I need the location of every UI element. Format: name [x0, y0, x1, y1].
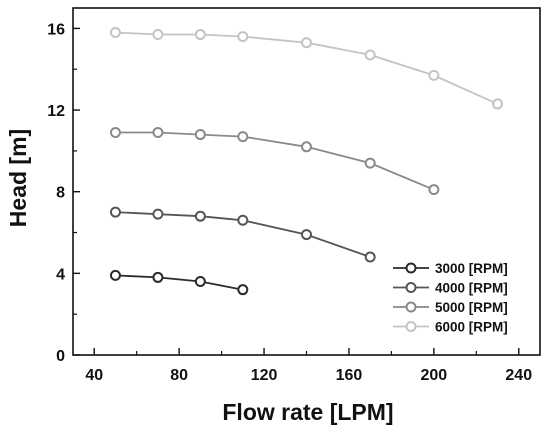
data-point-4000-70 [152, 208, 164, 220]
data-point-5000-110 [237, 131, 249, 143]
data-point-3000-110 [237, 284, 249, 296]
data-point-6000-230 [492, 98, 504, 110]
x-tick-label-240: 240 [505, 367, 532, 384]
y-tick-label-8: 8 [56, 185, 65, 202]
data-point-5000-50 [109, 127, 121, 139]
data-point-3000-90 [194, 276, 206, 288]
legend-label-4000: 4000 [RPM] [435, 281, 508, 296]
legend-marker-3000 [405, 262, 417, 274]
x-tick-label-160: 160 [336, 367, 363, 384]
legend-marker-5000 [405, 301, 417, 313]
data-point-6000-140 [301, 37, 312, 49]
data-point-5000-170 [364, 157, 376, 169]
data-point-4000-140 [301, 229, 312, 241]
series-line-3000 [115, 274, 243, 291]
data-point-5000-90 [194, 129, 206, 141]
legend-label-3000: 3000 [RPM] [435, 261, 508, 276]
data-point-6000-90 [194, 29, 206, 41]
data-point-3000-70 [152, 271, 164, 283]
legend-label-5000: 5000 [RPM] [435, 300, 508, 315]
data-point-6000-70 [152, 29, 164, 41]
legend-marker-4000 [405, 282, 417, 293]
y-tick-label-16: 16 [47, 21, 65, 38]
x-tick-label-200: 200 [421, 367, 448, 384]
data-point-5000-140 [301, 141, 312, 153]
y-tick-label-0: 0 [56, 348, 65, 365]
series-line-6000 [115, 31, 498, 105]
data-point-4000-90 [194, 210, 206, 222]
y-axis-title: Head [m] [5, 129, 31, 227]
data-point-6000-200 [428, 69, 440, 81]
data-point-6000-110 [237, 31, 249, 43]
data-point-5000-200 [428, 184, 440, 196]
data-point-4000-50 [109, 206, 121, 218]
series-line-4000 [115, 211, 371, 258]
x-axis-title: Flow rate [LPM] [222, 399, 393, 425]
x-tick-label-120: 120 [251, 367, 278, 384]
data-point-5000-70 [152, 127, 164, 139]
data-point-3000-50 [109, 269, 121, 281]
x-tick-label-80: 80 [170, 367, 188, 384]
x-tick-label-40: 40 [85, 367, 103, 384]
data-point-6000-170 [364, 49, 376, 61]
legend-marker-6000 [405, 321, 417, 332]
series-line-5000 [115, 131, 435, 191]
data-point-4000-170 [364, 251, 376, 263]
legend-label-6000: 6000 [RPM] [435, 320, 508, 335]
data-point-4000-110 [237, 214, 249, 226]
y-tick-label-4: 4 [56, 266, 65, 283]
y-tick-label-12: 12 [47, 103, 65, 120]
data-point-6000-50 [109, 26, 121, 38]
